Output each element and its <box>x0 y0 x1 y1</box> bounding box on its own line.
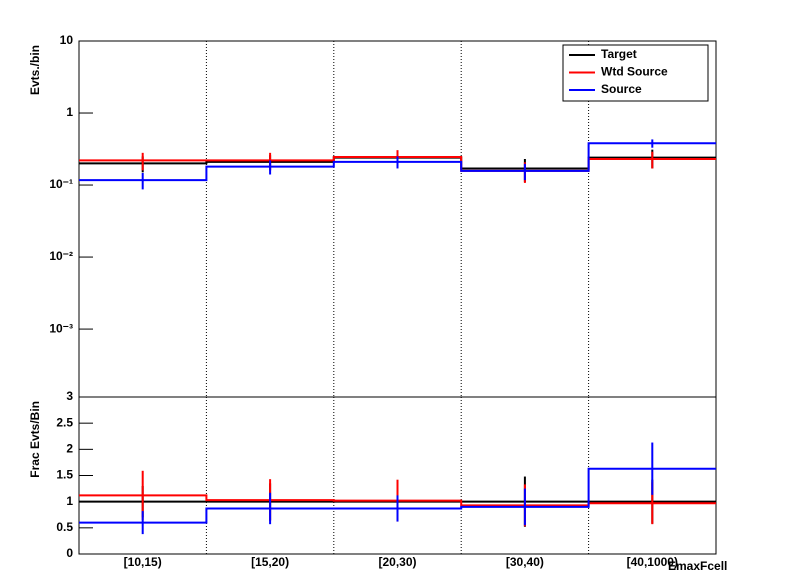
x-axis-label: EmaxFcell <box>668 559 727 572</box>
y-tick-label: 0.5 <box>56 520 73 534</box>
y-tick-label: 2.5 <box>56 415 73 429</box>
y-tick-label: 0 <box>66 546 73 560</box>
x-tick-label: [30,40) <box>506 555 544 569</box>
y-tick-label: 1.5 <box>56 468 73 482</box>
x-tick-label: [20,30) <box>378 555 416 569</box>
y-tick-label: 10⁻³ <box>49 321 73 335</box>
y-axis-label: Evts./bin <box>28 45 42 95</box>
y-tick-label: 1 <box>66 105 73 119</box>
x-tick-label: [10,15) <box>124 555 162 569</box>
y-axis-label: Frac Evts/Bin <box>28 401 42 478</box>
step-line <box>79 467 716 524</box>
legend-label: Target <box>601 47 637 61</box>
legend-label: Wtd Source <box>601 65 668 79</box>
y-tick-label: 1 <box>66 494 73 508</box>
x-tick-label: [40,1000) <box>627 555 678 569</box>
y-tick-label: 10⁻¹ <box>49 177 73 191</box>
y-tick-label: 10⁻² <box>49 249 73 263</box>
legend-label: Source <box>601 82 642 96</box>
y-tick-label: 3 <box>66 389 73 403</box>
y-tick-label: 2 <box>66 442 73 456</box>
x-tick-label: [15,20) <box>251 555 289 569</box>
y-tick-label: 10 <box>60 33 74 47</box>
